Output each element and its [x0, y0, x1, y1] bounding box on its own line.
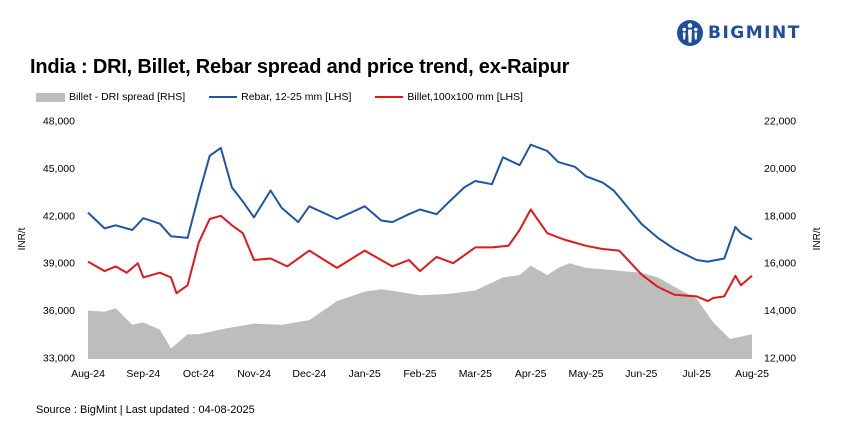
legend-swatch-spread — [36, 92, 65, 102]
bigmint-logo: BIGMINT — [676, 16, 801, 50]
legend-swatch-rebar — [209, 96, 238, 98]
y-tick-right: 20,000 — [764, 163, 796, 175]
bigmint-wordmark: BIGMINT — [708, 23, 801, 43]
legend-label-billet: Billet,100x100 mm [LHS] — [407, 91, 523, 103]
y-tick-left: 36,000 — [43, 305, 75, 317]
y-tick-left: 33,000 — [43, 353, 75, 365]
chart-plot: 33,000 36,000 39,000 42,000 45,000 48,000 12,… — [17, 116, 823, 381]
series-line-rebar — [87, 143, 753, 263]
y-tick-right: 16,000 — [764, 258, 796, 270]
chart-legend: Billet - DRI spread [RHS] Rebar, 12-25 m… — [36, 90, 547, 104]
x-tick-label: Dec-24 — [292, 368, 326, 380]
x-tick-label: Aug-25 — [735, 368, 769, 380]
y-tick-left: 45,000 — [43, 163, 75, 175]
legend-item-billet: Billet,100x100 mm [LHS] — [375, 91, 523, 103]
x-tick-label: Aug-24 — [71, 368, 105, 380]
source-note: Source : BigMint | Last updated : 04-08-… — [36, 404, 255, 416]
y-tick-left: 39,000 — [43, 258, 75, 270]
x-tick-label: Jun-25 — [625, 368, 657, 380]
y-tick-left: 48,000 — [43, 116, 75, 128]
series-area-spread — [88, 263, 752, 358]
y-axis-label-right: INR/t — [812, 227, 823, 250]
legend-label-rebar: Rebar, 12-25 mm [LHS] — [241, 91, 352, 103]
x-tick-label: Sep-24 — [126, 368, 160, 380]
legend-item-spread: Billet - DRI spread [RHS] — [36, 91, 185, 103]
chart-title: India : DRI, Billet, Rebar spread and pr… — [30, 56, 570, 78]
x-tick-label: Nov-24 — [237, 368, 271, 380]
y-tick-right: 22,000 — [764, 116, 796, 128]
x-tick-label: Apr-25 — [515, 368, 547, 380]
y-axis-label-left: INR/t — [17, 227, 28, 250]
y-tick-right: 14,000 — [764, 305, 796, 317]
x-tick-label: Feb-25 — [403, 368, 436, 380]
legend-swatch-billet — [375, 96, 404, 98]
legend-label-spread: Billet - DRI spread [RHS] — [69, 91, 186, 103]
y-tick-right: 18,000 — [764, 210, 796, 222]
legend-item-rebar: Rebar, 12-25 mm [LHS] — [209, 91, 351, 103]
x-tick-label: Oct-24 — [183, 368, 215, 380]
y-tick-left: 42,000 — [43, 210, 75, 222]
x-tick-label: Jul-25 — [682, 368, 711, 380]
series-line-billet — [87, 208, 753, 303]
bigmint-logo-icon — [677, 20, 703, 46]
x-tick-label: Mar-25 — [459, 368, 492, 380]
y-tick-right: 12,000 — [764, 353, 796, 365]
x-tick-label: May-25 — [568, 368, 603, 380]
x-tick-label: Jan-25 — [349, 368, 381, 380]
